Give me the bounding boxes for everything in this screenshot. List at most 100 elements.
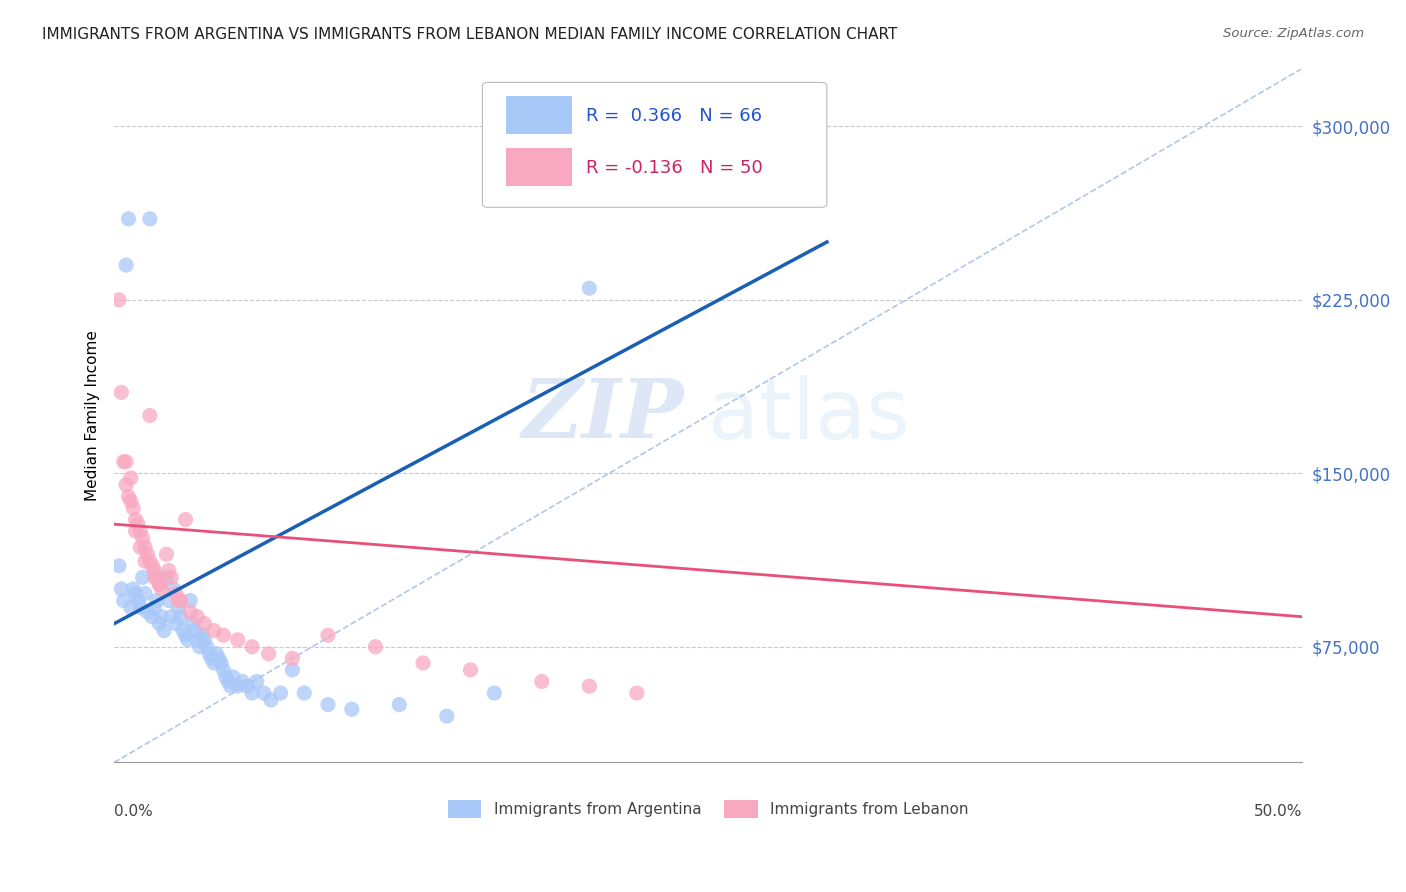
Point bbox=[143, 564, 166, 578]
Point bbox=[191, 628, 214, 642]
Point bbox=[160, 570, 183, 584]
Point bbox=[170, 609, 193, 624]
Legend: Immigrants from Argentina, Immigrants from Lebanon: Immigrants from Argentina, Immigrants fr… bbox=[441, 794, 974, 824]
Point bbox=[202, 656, 225, 670]
Point bbox=[626, 166, 648, 180]
Point bbox=[148, 616, 170, 631]
Point bbox=[157, 593, 180, 607]
Text: 50.0%: 50.0% bbox=[1254, 804, 1302, 819]
Point bbox=[141, 609, 163, 624]
Point bbox=[177, 632, 200, 647]
Text: atlas: atlas bbox=[709, 375, 910, 456]
FancyBboxPatch shape bbox=[482, 82, 827, 207]
Text: R = -0.136   N = 50: R = -0.136 N = 50 bbox=[586, 159, 762, 177]
Point bbox=[134, 554, 156, 568]
Point bbox=[155, 547, 177, 561]
Point bbox=[209, 656, 232, 670]
Point bbox=[212, 663, 235, 677]
Point bbox=[120, 600, 142, 615]
Point bbox=[217, 674, 239, 689]
Point bbox=[226, 679, 249, 693]
Point bbox=[174, 512, 197, 526]
Point bbox=[226, 632, 249, 647]
Point bbox=[165, 616, 187, 631]
Point bbox=[316, 628, 339, 642]
Point bbox=[167, 593, 190, 607]
Point bbox=[141, 558, 163, 573]
Y-axis label: Median Family Income: Median Family Income bbox=[86, 330, 100, 501]
Point bbox=[139, 409, 162, 423]
Point bbox=[186, 632, 208, 647]
Point bbox=[484, 686, 506, 700]
Point bbox=[179, 605, 201, 619]
Point bbox=[136, 547, 159, 561]
Point bbox=[364, 640, 387, 654]
Text: R =  0.366   N = 66: R = 0.366 N = 66 bbox=[586, 107, 762, 125]
Point bbox=[193, 632, 215, 647]
Text: ZIP: ZIP bbox=[522, 376, 685, 456]
Point bbox=[170, 593, 193, 607]
Point bbox=[134, 586, 156, 600]
Point bbox=[162, 582, 184, 596]
Point bbox=[165, 586, 187, 600]
Point bbox=[253, 686, 276, 700]
Point bbox=[148, 577, 170, 591]
Point bbox=[340, 702, 363, 716]
FancyBboxPatch shape bbox=[506, 148, 571, 186]
Point bbox=[193, 616, 215, 631]
Point bbox=[260, 693, 283, 707]
Point bbox=[124, 524, 146, 538]
Point bbox=[240, 640, 263, 654]
Point bbox=[205, 647, 228, 661]
Point bbox=[208, 651, 231, 665]
Point bbox=[292, 686, 315, 700]
Point bbox=[143, 570, 166, 584]
Point bbox=[240, 686, 263, 700]
Point bbox=[281, 651, 304, 665]
Point bbox=[186, 609, 208, 624]
Point bbox=[115, 478, 138, 492]
Point bbox=[174, 628, 197, 642]
Point bbox=[127, 517, 149, 532]
Point bbox=[117, 490, 139, 504]
Point bbox=[153, 624, 176, 638]
Point bbox=[181, 616, 204, 631]
Point bbox=[124, 586, 146, 600]
Point bbox=[155, 570, 177, 584]
Point bbox=[139, 554, 162, 568]
Point bbox=[124, 512, 146, 526]
Point bbox=[246, 674, 269, 689]
Point bbox=[215, 670, 238, 684]
Point bbox=[143, 600, 166, 615]
FancyBboxPatch shape bbox=[506, 96, 571, 135]
Point bbox=[139, 211, 162, 226]
Point bbox=[110, 385, 132, 400]
Point bbox=[530, 674, 553, 689]
Point bbox=[231, 674, 253, 689]
Point bbox=[236, 679, 259, 693]
Point bbox=[115, 455, 138, 469]
Point bbox=[108, 293, 131, 307]
Point bbox=[127, 593, 149, 607]
Point bbox=[157, 564, 180, 578]
Point bbox=[146, 593, 169, 607]
Point bbox=[269, 686, 291, 700]
Point bbox=[131, 570, 153, 584]
Point bbox=[412, 656, 434, 670]
Point bbox=[160, 609, 183, 624]
Point bbox=[112, 593, 135, 607]
Point bbox=[578, 281, 600, 295]
Point bbox=[281, 663, 304, 677]
Point bbox=[110, 582, 132, 596]
Point bbox=[146, 570, 169, 584]
Point bbox=[122, 501, 145, 516]
Point bbox=[219, 679, 242, 693]
Point bbox=[195, 640, 218, 654]
Point bbox=[122, 582, 145, 596]
Point bbox=[222, 670, 245, 684]
Point bbox=[198, 647, 221, 661]
Point bbox=[202, 624, 225, 638]
Point bbox=[257, 647, 280, 661]
Text: IMMIGRANTS FROM ARGENTINA VS IMMIGRANTS FROM LEBANON MEDIAN FAMILY INCOME CORREL: IMMIGRANTS FROM ARGENTINA VS IMMIGRANTS … bbox=[42, 27, 897, 42]
Point bbox=[200, 651, 222, 665]
